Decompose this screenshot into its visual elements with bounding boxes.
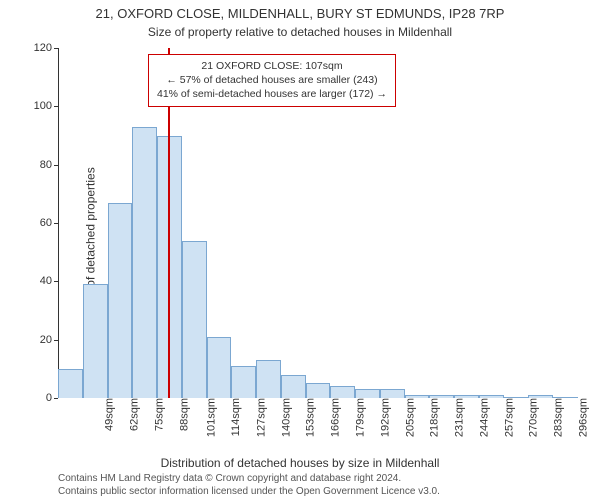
y-tick-mark <box>54 340 58 341</box>
y-tick-mark <box>54 223 58 224</box>
histogram-bar <box>355 389 380 398</box>
x-tick-label: 75sqm <box>151 398 165 431</box>
histogram-bar <box>231 366 256 398</box>
y-tick-mark <box>54 106 58 107</box>
y-tick-mark <box>54 281 58 282</box>
y-tick-mark <box>54 48 58 49</box>
x-tick-label: 153sqm <box>303 398 317 437</box>
chart-container: 21, OXFORD CLOSE, MILDENHALL, BURY ST ED… <box>0 0 600 500</box>
x-tick-label: 140sqm <box>278 398 292 437</box>
y-tick-mark <box>54 165 58 166</box>
x-tick-label: 257sqm <box>501 398 515 437</box>
plot-area: 020406080100120 49sqm62sqm75sqm88sqm101s… <box>58 48 578 398</box>
x-tick-label: 231sqm <box>452 398 466 437</box>
histogram-bar <box>256 360 281 398</box>
x-tick-label: 283sqm <box>551 398 565 437</box>
annotation-line2: ← 57% of detached houses are smaller (24… <box>157 73 387 87</box>
footer: Contains HM Land Registry data © Crown c… <box>58 472 440 498</box>
histogram-bar <box>306 383 331 398</box>
chart-subtitle: Size of property relative to detached ho… <box>0 25 600 39</box>
x-tick-label: 218sqm <box>427 398 441 437</box>
footer-line2: Contains public sector information licen… <box>58 485 440 498</box>
x-tick-label: 192sqm <box>377 398 391 437</box>
x-tick-label: 101sqm <box>204 398 218 437</box>
histogram-bar <box>281 375 306 398</box>
histogram-bar <box>182 241 207 399</box>
x-tick-label: 296sqm <box>575 398 589 437</box>
x-tick-label: 166sqm <box>328 398 342 437</box>
histogram-bar <box>108 203 133 398</box>
x-tick-label: 88sqm <box>176 398 190 431</box>
x-tick-label: 127sqm <box>254 398 268 437</box>
y-tick-mark <box>54 398 58 399</box>
x-axis-label: Distribution of detached houses by size … <box>0 456 600 470</box>
y-axis-line <box>58 48 59 398</box>
histogram-bar <box>132 127 157 398</box>
histogram-bar <box>207 337 232 398</box>
footer-line1: Contains HM Land Registry data © Crown c… <box>58 472 440 485</box>
chart-title: 21, OXFORD CLOSE, MILDENHALL, BURY ST ED… <box>0 6 600 21</box>
x-tick-label: 244sqm <box>476 398 490 437</box>
histogram-bar <box>330 386 355 398</box>
annotation-line3: 41% of semi-detached houses are larger (… <box>157 87 387 101</box>
histogram-bar <box>58 369 83 398</box>
x-tick-label: 114sqm <box>228 398 242 436</box>
x-tick-label: 49sqm <box>102 398 116 431</box>
x-tick-label: 62sqm <box>127 398 141 431</box>
annotation-box: 21 OXFORD CLOSE: 107sqm ← 57% of detache… <box>148 54 396 107</box>
x-tick-label: 205sqm <box>402 398 416 437</box>
x-tick-label: 270sqm <box>526 398 540 437</box>
annotation-line1: 21 OXFORD CLOSE: 107sqm <box>157 59 387 73</box>
histogram-bar <box>380 389 405 398</box>
x-tick-label: 179sqm <box>353 398 367 437</box>
histogram-bar <box>83 284 108 398</box>
